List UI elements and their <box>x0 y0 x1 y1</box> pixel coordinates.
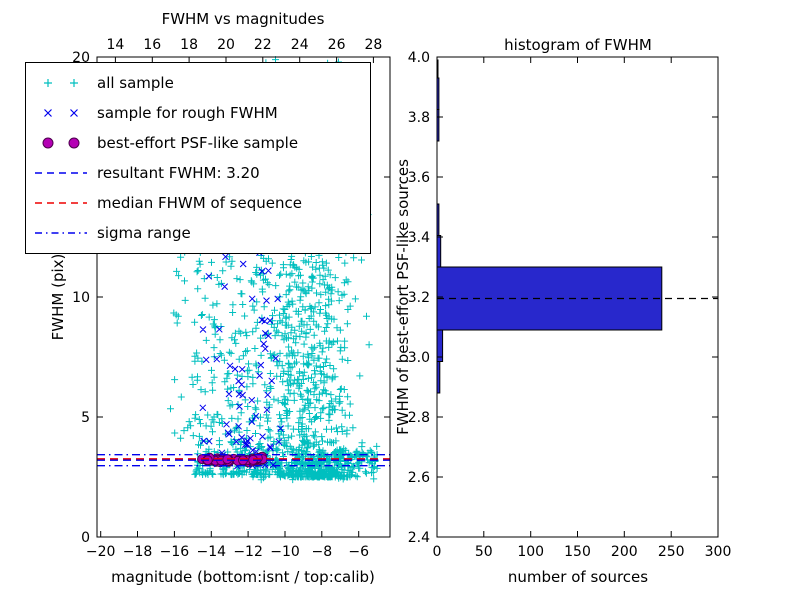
legend-item: sigma range <box>32 218 364 248</box>
tick-label: 0 <box>433 544 442 560</box>
legend-item: sample for rough FWHM <box>32 98 364 128</box>
legend-item: median FHWM of sequence <box>32 188 364 218</box>
legend-label: resultant FWHM: 3.20 <box>97 164 260 182</box>
dashed-marker-icon <box>35 202 87 204</box>
hist-xlabel: number of sources <box>507 568 649 586</box>
tick-label: −18 <box>123 544 153 560</box>
tick-label: −12 <box>233 544 263 560</box>
scatter-title: FWHM vs magnitudes <box>161 10 325 28</box>
tick-label: −10 <box>270 544 300 560</box>
tick-label: −6 <box>348 544 369 560</box>
tick-label: 2.8 <box>408 410 430 426</box>
tick-label: 18 <box>180 37 198 53</box>
legend-label: sample for rough FWHM <box>97 104 278 122</box>
tick-label: 3.0 <box>408 350 430 366</box>
tick-label: −16 <box>160 544 190 560</box>
tick-label: 28 <box>364 37 382 53</box>
tick-label: 3.4 <box>408 230 430 246</box>
legend-label: sigma range <box>97 224 191 242</box>
scatter-xlabel: magnitude (bottom:isnt / top:calib) <box>111 568 375 586</box>
hist-bar <box>436 235 442 268</box>
dashed-marker-icon <box>35 172 87 174</box>
legend-label: best-effort PSF-like sample <box>97 134 299 152</box>
rough-fwhm-points <box>199 223 284 470</box>
tick-label: 300 <box>705 544 732 560</box>
tick-label: 22 <box>254 37 272 53</box>
dashdot-marker-icon <box>35 232 87 234</box>
tick-label: 3.6 <box>408 170 430 186</box>
tick-label: 2.6 <box>408 470 430 486</box>
hist-title: histogram of FWHM <box>504 36 652 54</box>
tick-label: −20 <box>86 544 116 560</box>
tick-label: 16 <box>143 37 161 53</box>
tick-label: 100 <box>517 544 544 560</box>
tick-label: 10 <box>72 290 90 306</box>
tick-label: 26 <box>328 37 346 53</box>
circle-marker-icon <box>42 137 80 149</box>
histogram-plot: 0 50 100 150 200 250 300 2.4 2.6 2.8 3.0 3.2 3.4 3.6 3… <box>408 50 732 560</box>
legend-item: all sample <box>32 68 364 98</box>
tick-label: 24 <box>291 37 309 53</box>
tick-label: 200 <box>611 544 638 560</box>
tick-label: 0 <box>81 530 90 546</box>
legend-item: resultant FWHM: 3.20 <box>32 158 364 188</box>
tick-label: 50 <box>475 544 493 560</box>
tick-label: 4.0 <box>408 50 430 66</box>
legend: all sample sample for rough FWHM best-effo… <box>25 62 371 254</box>
tick-label: 3.8 <box>408 110 430 126</box>
tick-label: 5 <box>81 410 90 426</box>
tick-label: 2.4 <box>408 530 430 546</box>
tick-label: −14 <box>197 544 227 560</box>
tick-label: 20 <box>217 37 235 53</box>
legend-label: all sample <box>97 74 174 92</box>
tick-label: 150 <box>564 544 591 560</box>
tick-label: −8 <box>311 544 332 560</box>
plus-marker-icon <box>44 79 78 87</box>
cross-marker-icon <box>44 109 78 117</box>
tick-label: 250 <box>658 544 685 560</box>
tick-label: 3.2 <box>408 290 430 306</box>
legend-item: best-effort PSF-like sample <box>32 128 364 158</box>
tick-label: 14 <box>106 37 124 53</box>
legend-label: median FHWM of sequence <box>97 194 302 212</box>
